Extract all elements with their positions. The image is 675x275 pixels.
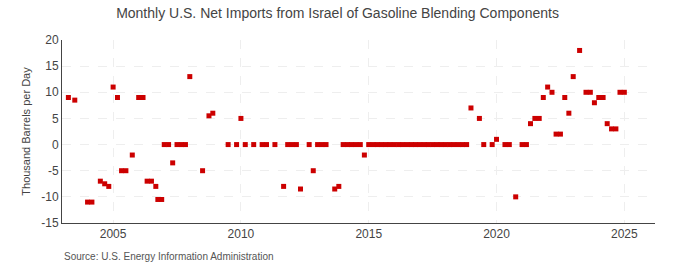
svg-text:2015: 2015	[355, 227, 382, 241]
svg-text:10: 10	[45, 85, 59, 99]
svg-text:Monthly U.S. Net Imports from: Monthly U.S. Net Imports from Israel of …	[116, 5, 559, 21]
svg-text:0: 0	[52, 138, 59, 152]
svg-text:2020: 2020	[483, 227, 510, 241]
svg-text:-10: -10	[41, 190, 59, 204]
svg-text:Thousand Barrels per Day: Thousand Barrels per Day	[20, 67, 32, 196]
svg-text:-15: -15	[41, 216, 59, 230]
svg-text:2010: 2010	[228, 227, 255, 241]
svg-text:15: 15	[45, 59, 59, 73]
svg-text:5: 5	[52, 112, 59, 126]
svg-text:-5: -5	[48, 164, 59, 178]
svg-text:2025: 2025	[611, 227, 638, 241]
svg-text:Source: U.S. Energy Informatio: Source: U.S. Energy Information Administ…	[64, 251, 274, 262]
svg-text:20: 20	[45, 33, 59, 47]
svg-text:2005: 2005	[100, 227, 127, 241]
